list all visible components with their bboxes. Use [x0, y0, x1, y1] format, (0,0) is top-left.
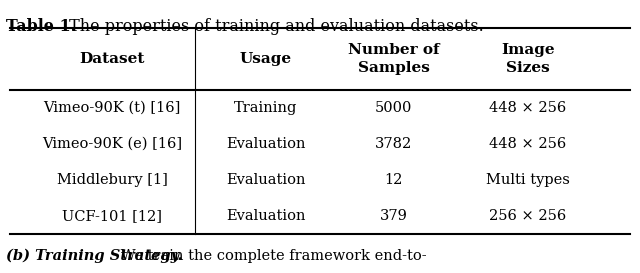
Text: Samples: Samples	[358, 61, 429, 75]
Text: Vimeo-90K (e) [16]: Vimeo-90K (e) [16]	[42, 137, 182, 151]
Text: UCF-101 [12]: UCF-101 [12]	[62, 209, 162, 223]
Text: Training: Training	[234, 101, 298, 115]
Text: Table 1.: Table 1.	[6, 18, 76, 35]
Text: 5000: 5000	[375, 101, 412, 115]
Text: 379: 379	[380, 209, 408, 223]
Text: Dataset: Dataset	[79, 52, 145, 66]
Text: Multi types: Multi types	[486, 173, 570, 187]
Text: 448 × 256: 448 × 256	[490, 137, 566, 151]
Text: (b) Training Strategy.: (b) Training Strategy.	[6, 249, 182, 263]
Text: 448 × 256: 448 × 256	[490, 101, 566, 115]
Text: Image: Image	[501, 43, 555, 57]
Text: 3782: 3782	[375, 137, 412, 151]
Text: 12: 12	[385, 173, 403, 187]
Text: Vimeo-90K (t) [16]: Vimeo-90K (t) [16]	[44, 101, 180, 115]
Text: Number of: Number of	[348, 43, 440, 57]
Text: Evaluation: Evaluation	[226, 209, 305, 223]
Text: The properties of training and evaluation datasets.: The properties of training and evaluatio…	[64, 18, 484, 35]
Text: Evaluation: Evaluation	[226, 173, 305, 187]
Text: Usage: Usage	[239, 52, 292, 66]
Text: Evaluation: Evaluation	[226, 137, 305, 151]
Text: Middlebury [1]: Middlebury [1]	[56, 173, 168, 187]
Text: We train the complete framework end-to-: We train the complete framework end-to-	[116, 249, 427, 263]
Text: 256 × 256: 256 × 256	[490, 209, 566, 223]
Text: Sizes: Sizes	[506, 61, 550, 75]
